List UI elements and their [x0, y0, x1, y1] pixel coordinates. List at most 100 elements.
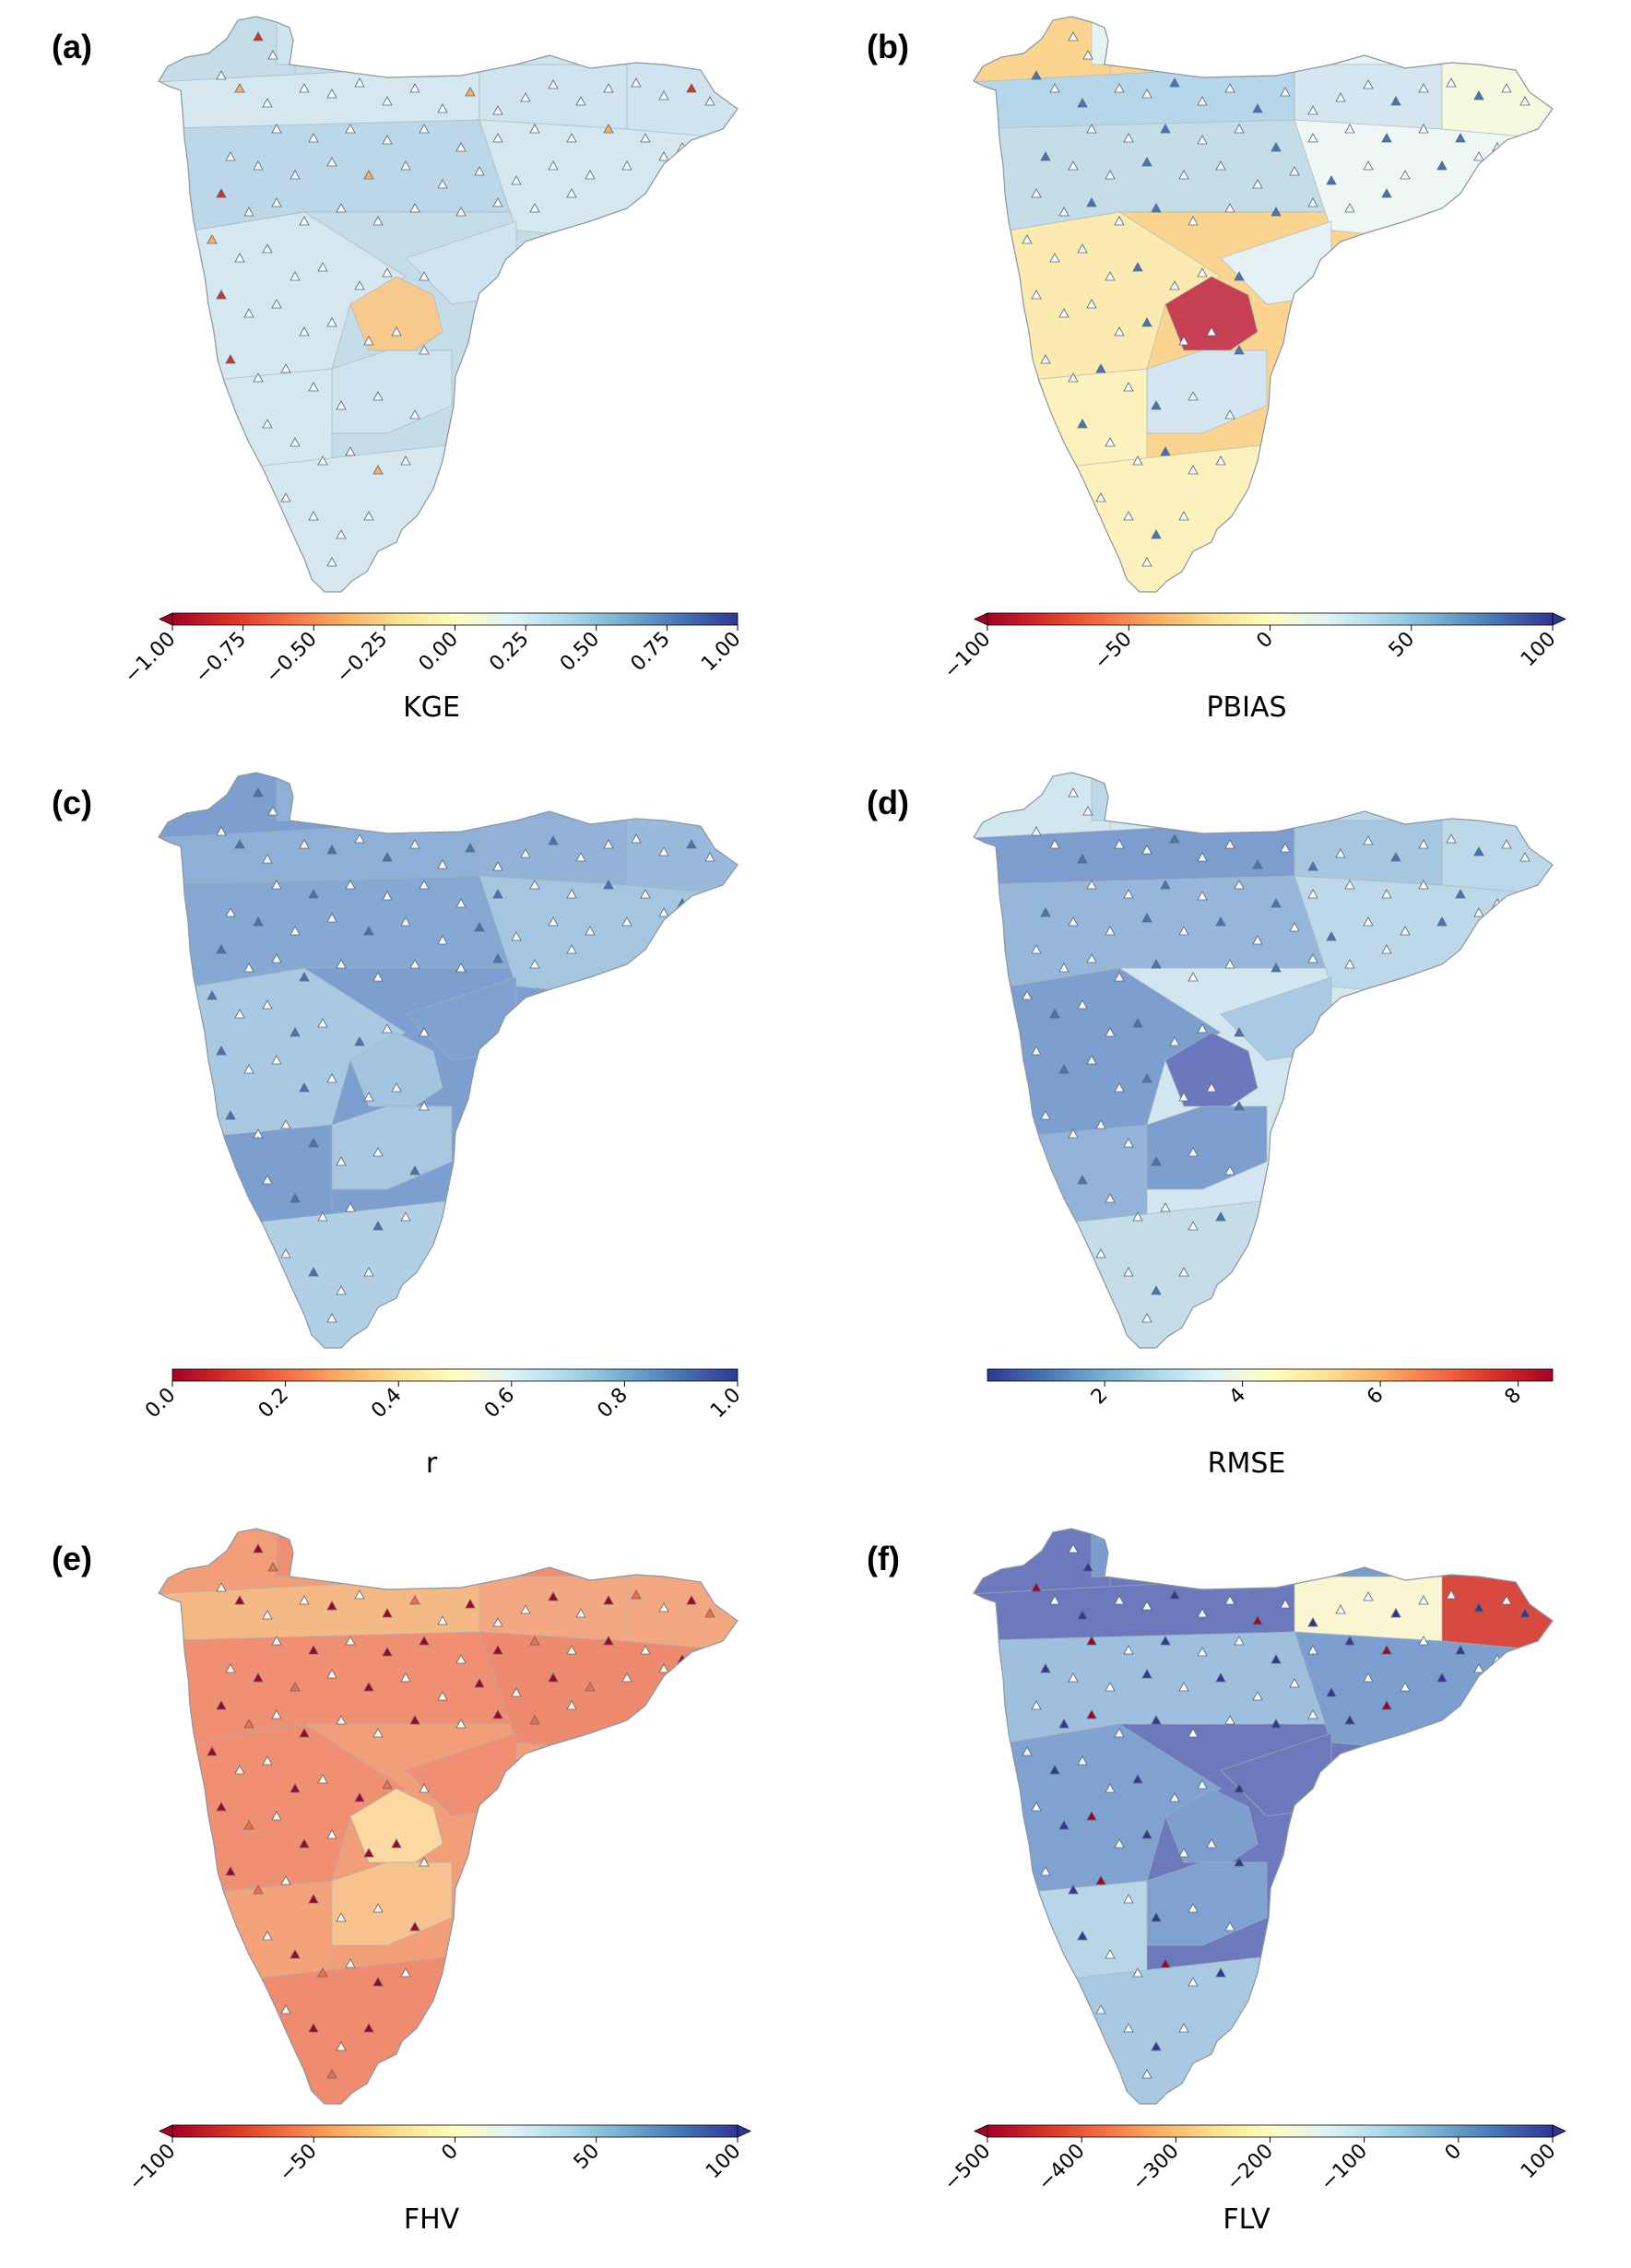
gauge-station-marker	[1234, 880, 1245, 890]
basin-region	[276, 17, 738, 65]
gauge-station-marker	[1289, 922, 1300, 932]
gauge-station-marker	[262, 1931, 273, 1941]
gauge-station-marker	[640, 133, 651, 143]
gauge-station-marker	[363, 170, 374, 180]
colorbar-gradient	[987, 1368, 1554, 1382]
gauge-station-marker	[216, 1045, 227, 1056]
gauge-station-marker	[382, 891, 393, 901]
gauge-station-marker	[280, 492, 291, 502]
gauge-station-marker	[1501, 83, 1512, 93]
gauge-station-marker	[1188, 972, 1199, 982]
gauge-station-marker	[1473, 846, 1484, 856]
gauge-station-marker	[1280, 843, 1291, 853]
basin-region	[1164, 276, 1259, 351]
gauge-station-marker	[419, 1783, 430, 1793]
gauge-station-marker	[631, 77, 642, 88]
gauge-station-marker	[308, 382, 319, 392]
gauge-station-marker	[419, 880, 430, 890]
gauge-station-marker	[1049, 83, 1060, 93]
gauge-station-marker	[372, 1221, 384, 1231]
gauge-station-marker	[345, 124, 356, 134]
gauge-station-marker	[382, 267, 393, 278]
gauge-station-marker	[1326, 931, 1337, 941]
coastline	[973, 16, 1554, 593]
gauge-station-marker	[336, 1912, 347, 1922]
gauge-station-marker	[1178, 336, 1189, 346]
gauge-station-marker	[1077, 243, 1088, 254]
gauge-station-marker	[262, 999, 273, 1010]
gauge-station-marker	[1390, 96, 1401, 106]
gauge-station-marker	[216, 188, 227, 198]
gauge-station-marker	[1234, 1783, 1245, 1793]
gauge-station-marker	[280, 1248, 291, 1258]
gauge-station-marker	[1040, 354, 1051, 364]
colorbar-gradient	[987, 612, 1554, 626]
colorbar-tick-label: 0	[437, 2140, 463, 2166]
gauge-station-marker	[1197, 1608, 1208, 1618]
gauge-station-marker	[234, 253, 245, 263]
gauge-station-marker	[290, 170, 301, 180]
basin-region	[349, 276, 443, 351]
gauge-station-marker	[382, 852, 393, 862]
gauge-station-marker	[511, 1687, 522, 1697]
gauge-station-marker	[1271, 898, 1282, 908]
colorbar-tick-label: 100	[702, 2140, 745, 2183]
gauge-station-marker	[1455, 1645, 1466, 1655]
colorbar: −100 −50 0 50 100	[124, 2124, 751, 2195]
gauge-station-marker	[1252, 1691, 1263, 1701]
gauge-station-marker	[1224, 203, 1235, 213]
map-r: 0.0 0.2 0.4 0.6 0.8 1.0	[141, 772, 745, 1423]
gauge-station-marker	[1363, 1591, 1374, 1601]
gauge-station-marker	[1169, 1589, 1180, 1600]
gauge-station-marker	[1058, 1820, 1070, 1830]
gauge-station-marker	[354, 280, 365, 290]
colorbar-tick-label: 1.0	[706, 1384, 745, 1423]
gauge-station-marker	[1252, 103, 1263, 113]
gauge-station-marker	[1141, 2069, 1152, 2079]
gauge-station-marker	[658, 1602, 669, 1612]
gauge-station-marker	[621, 1672, 632, 1683]
gauge-station-marker	[308, 511, 319, 521]
gauge-station-marker	[1178, 926, 1189, 936]
gauge-station-marker	[465, 1599, 476, 1609]
gauge-station-marker	[529, 124, 540, 134]
gauge-station-marker	[1086, 880, 1097, 890]
gauge-station-marker	[262, 854, 273, 864]
gauge-station-marker	[1141, 1829, 1152, 1839]
colorbar: −1.00 −0.75 −0.50 −0.25 0.00 0.25 0.50 0.75 1.00	[120, 612, 745, 688]
gauge-station-marker	[216, 1700, 227, 1710]
gauge-station-marker	[492, 197, 503, 207]
gauge-station-marker	[290, 271, 301, 281]
gauge-station-marker	[1234, 1101, 1245, 1111]
gauge-station-marker	[1086, 1811, 1097, 1821]
gauge-station-marker	[658, 846, 669, 856]
colorbar-tick-label: 0.75	[627, 628, 675, 676]
gauge-station-marker	[658, 90, 669, 100]
gauge-station-marker	[290, 437, 301, 447]
gauge-station-marker	[409, 839, 420, 849]
gauge-station-marker	[409, 1715, 420, 1725]
colorbar-tick-label: 0.50	[556, 628, 604, 676]
gauge-station-marker	[437, 1615, 448, 1625]
gauge-station-marker	[290, 1193, 301, 1203]
gauge-station-marker	[336, 1285, 347, 1295]
gauge-station-marker	[1105, 271, 1116, 281]
gauge-station-marker	[207, 234, 218, 244]
gauge-station-marker	[1224, 1595, 1235, 1605]
gauge-station-marker	[253, 1128, 264, 1139]
gauge-station-marker	[354, 1036, 365, 1046]
gauge-station-marker	[419, 1857, 430, 1867]
gauge-station-marker	[271, 1055, 282, 1065]
gauge-station-marker	[548, 835, 559, 845]
gauge-station-marker	[326, 157, 337, 167]
gauge-station-marker	[1436, 1672, 1448, 1683]
gauge-station-marker	[1234, 124, 1245, 134]
colorbar-title: r	[425, 1447, 438, 1480]
basin-region	[1091, 1529, 1553, 1577]
gauge-station-marker	[520, 1604, 531, 1614]
gauge-station-marker	[1307, 197, 1318, 207]
gauge-station-marker	[1188, 391, 1199, 401]
gauge-station-marker	[1169, 1036, 1180, 1046]
colorbar-tick-label: 6	[1363, 1384, 1389, 1410]
gauge-station-marker	[326, 1601, 337, 1611]
